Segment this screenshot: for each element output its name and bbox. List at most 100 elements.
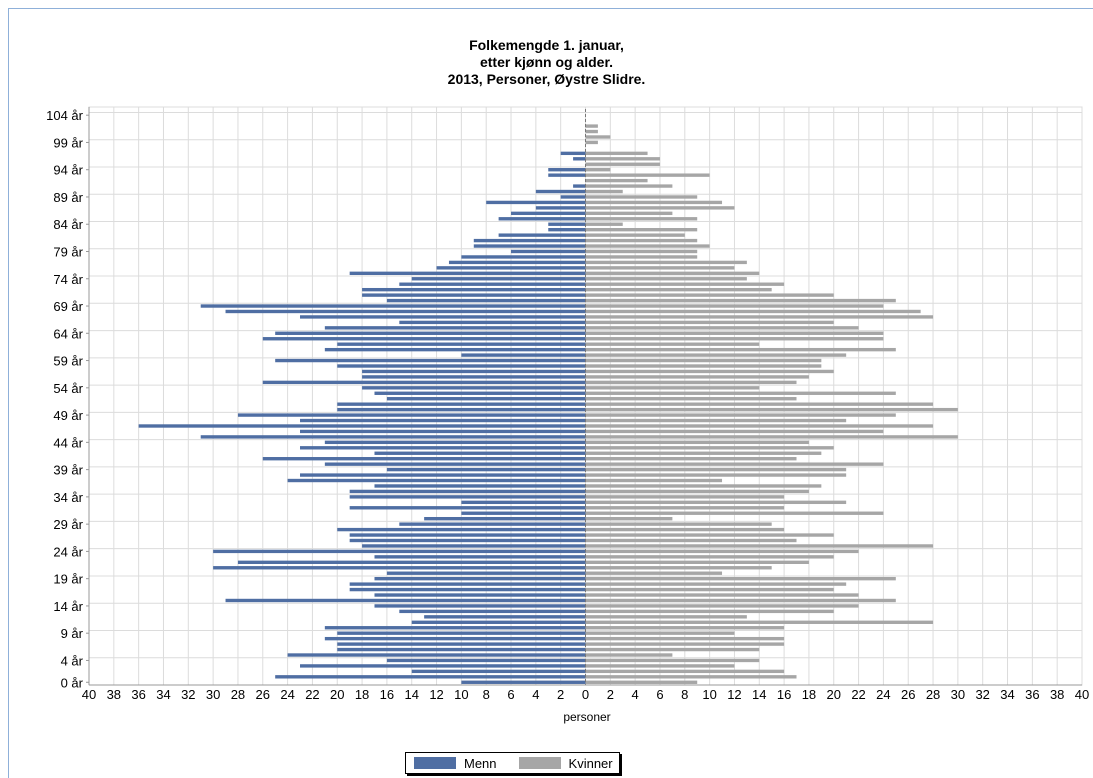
bar-kvinner xyxy=(585,560,809,565)
bar-kvinner xyxy=(585,620,934,624)
bar-menn xyxy=(349,271,586,276)
bar-menn xyxy=(548,222,586,226)
x-tick-label: 6 xyxy=(507,687,514,702)
x-tick-label: 8 xyxy=(681,687,688,702)
bar-menn xyxy=(362,375,586,379)
bar-kvinner xyxy=(585,244,710,248)
x-tick-label: 30 xyxy=(951,687,965,702)
x-tick-label: 0 xyxy=(582,687,589,702)
bar-kvinner xyxy=(585,157,660,161)
bar-kvinner xyxy=(585,675,797,679)
chart-frame xyxy=(8,8,1093,778)
bar-menn xyxy=(337,647,586,652)
y-tick-label: 69 år xyxy=(53,299,83,314)
bar-menn xyxy=(511,211,586,216)
x-tick-labels: 40 38 36 34 32 30 28 26 24 22 20 18 16 14 12 10 8 6 4 2 0 2 4 6… xyxy=(82,687,1089,702)
bar-menn xyxy=(324,440,586,445)
bar-kvinner xyxy=(585,576,896,581)
y-tick-label: 34 år xyxy=(53,490,83,505)
bar-kvinner xyxy=(585,200,723,205)
bar-kvinner xyxy=(585,566,772,570)
bar-kvinner xyxy=(585,271,760,276)
bar-kvinner xyxy=(585,527,785,532)
bar-kvinner xyxy=(585,397,797,401)
y-tick-label: 14 år xyxy=(53,599,83,614)
bar-menn xyxy=(386,397,586,401)
y-tick-label: 79 år xyxy=(53,245,83,260)
bar-kvinner xyxy=(585,446,834,450)
y-tick-label: 9 år xyxy=(61,626,84,641)
bar-menn xyxy=(213,566,586,570)
x-tick-label: 38 xyxy=(1050,687,1064,702)
bar-kvinner xyxy=(585,598,896,603)
bar-menn xyxy=(461,255,586,259)
bar-menn xyxy=(560,151,586,156)
bar-menn xyxy=(225,598,586,603)
bar-menn xyxy=(337,364,586,368)
bar-kvinner xyxy=(585,353,847,357)
bar-kvinner xyxy=(585,135,611,139)
x-axis-label: personer xyxy=(563,710,610,724)
bar-kvinner xyxy=(585,222,623,226)
bar-kvinner xyxy=(585,173,710,177)
legend-item-menn: Menn xyxy=(414,756,497,771)
bar-kvinner xyxy=(585,162,660,166)
bar-menn xyxy=(262,380,586,385)
bar-kvinner xyxy=(585,435,958,439)
title-line-2: etter kjønn og alder. xyxy=(479,54,614,70)
bar-menn xyxy=(300,418,586,423)
bar-menn xyxy=(486,200,586,205)
x-tick-label: 26 xyxy=(901,687,915,702)
bar-kvinner xyxy=(585,217,698,221)
bar-menn xyxy=(473,244,586,248)
bar-menn xyxy=(573,157,586,161)
bar-menn xyxy=(324,636,586,641)
bar-menn xyxy=(200,435,586,439)
x-tick-label: 6 xyxy=(656,687,663,702)
x-tick-label: 14 xyxy=(404,687,418,702)
bar-menn xyxy=(386,467,586,472)
x-tick-label: 14 xyxy=(752,687,766,702)
legend-swatch-kvinner xyxy=(518,757,561,769)
bar-menn xyxy=(374,484,586,488)
legend-swatch-menn xyxy=(414,757,456,769)
x-tick-label: 36 xyxy=(131,687,145,702)
bar-kvinner xyxy=(585,544,934,548)
bar-menn xyxy=(349,582,586,586)
y-tick-label: 84 år xyxy=(53,217,83,232)
bar-menn xyxy=(287,478,586,483)
chart-title: Folkemengde 1. januar, etter kjønn og al… xyxy=(0,37,1093,88)
bar-kvinner xyxy=(585,549,859,554)
bar-kvinner xyxy=(585,178,648,183)
bar-menn xyxy=(349,538,586,543)
bar-kvinner xyxy=(585,582,847,586)
bar-kvinner xyxy=(585,315,934,319)
bar-kvinner xyxy=(585,664,735,668)
bar-menn xyxy=(337,642,586,646)
bar-menn xyxy=(374,555,586,559)
bar-menn xyxy=(498,233,586,237)
bar-menn xyxy=(461,353,586,357)
x-tick-label: 8 xyxy=(483,687,490,702)
bar-menn xyxy=(374,593,586,597)
bar-kvinner xyxy=(585,516,673,521)
y-tick-label: 74 år xyxy=(53,272,83,287)
bar-kvinner xyxy=(585,189,623,194)
bar-kvinner xyxy=(585,358,822,363)
bar-kvinner xyxy=(585,587,834,592)
bar-menn xyxy=(424,516,586,521)
bar-kvinner xyxy=(585,593,859,597)
bar-kvinner xyxy=(585,249,698,254)
x-tick-label: 20 xyxy=(827,687,841,702)
bar-menn xyxy=(399,282,586,286)
bar-menn xyxy=(262,337,586,341)
bar-kvinner xyxy=(585,304,884,308)
bar-kvinner xyxy=(585,233,685,237)
bar-menn xyxy=(436,266,586,270)
bar-menn xyxy=(300,664,586,668)
bar-menn xyxy=(349,495,586,499)
bar-kvinner xyxy=(585,195,698,199)
bar-menn xyxy=(411,620,586,624)
bar-kvinner xyxy=(585,298,896,303)
bar-kvinner xyxy=(585,287,772,292)
